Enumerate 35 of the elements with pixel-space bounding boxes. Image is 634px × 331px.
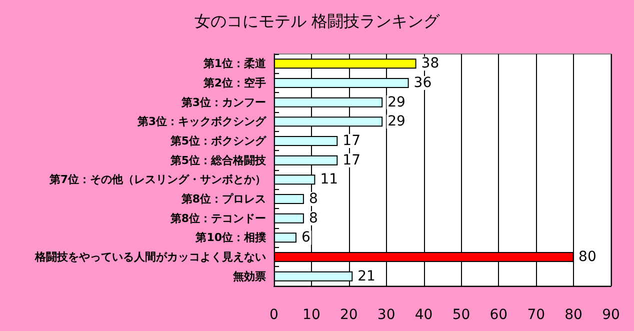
data-label: 8 — [308, 191, 318, 207]
x-tick-label: 20 — [340, 307, 358, 323]
y-tick-label: 第1位：柔道 — [202, 57, 267, 70]
data-label: 38 — [421, 56, 440, 72]
y-tick-label: 第5位：総合格闘技 — [169, 154, 267, 167]
x-tick-label: 0 — [270, 307, 278, 323]
data-label: 17 — [342, 152, 360, 168]
x-tick-label: 90 — [602, 307, 620, 323]
x-tick-label: 10 — [302, 307, 320, 323]
y-tick-label: 第2位：空手 — [202, 76, 266, 90]
data-label: 11 — [320, 172, 338, 188]
x-tick-label: 40 — [414, 307, 433, 323]
y-tick-label: 第8位：プロレス — [180, 192, 266, 206]
y-tick-label: 第8位：テコンドー — [169, 212, 266, 225]
data-label: 8 — [308, 210, 318, 226]
data-label: 29 — [388, 114, 406, 130]
x-tick-label: 80 — [564, 307, 582, 323]
data-label: 36 — [414, 75, 432, 91]
x-tick-label: 50 — [452, 307, 470, 323]
y-tick-label: 第5位：ボクシング — [169, 134, 267, 148]
data-label: 6 — [301, 230, 310, 246]
y-tick-label: 第10位：相撲 — [194, 231, 267, 244]
y-tick-label: 格闘技をやっている人間がカッコよく見えない — [34, 250, 266, 264]
y-tick-label: 第3位：キックボクシング — [136, 115, 267, 128]
data-label: 17 — [342, 133, 360, 149]
chart-title: 女のコにモテル 格闘技ランキング — [194, 12, 441, 30]
data-label: 29 — [388, 94, 406, 110]
y-tick-label: 無効票 — [232, 270, 266, 283]
y-tick-label: 第7位：その他（レスリング・サンボとか） — [48, 173, 266, 186]
data-label: 80 — [578, 249, 596, 265]
data-label: 21 — [358, 268, 376, 284]
y-tick-label: 第3位：カンフー — [180, 96, 266, 109]
x-tick-label: 70 — [527, 307, 546, 323]
x-tick-label: 30 — [377, 307, 396, 323]
x-tick-label: 60 — [490, 307, 508, 323]
